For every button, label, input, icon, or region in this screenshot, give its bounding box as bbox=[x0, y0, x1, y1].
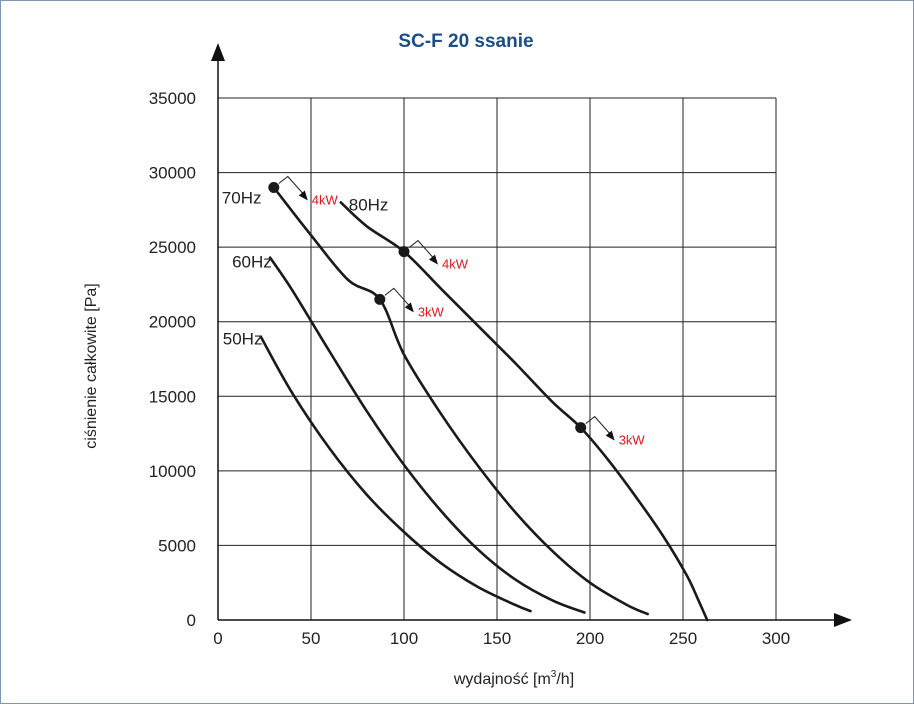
power-marker-3: 4kW bbox=[398, 239, 469, 272]
y-tick-labels: 0 5000 10000 15000 20000 25000 30000 35000 bbox=[149, 89, 196, 630]
x-tick-0: 0 bbox=[213, 629, 222, 648]
y-tick-15000: 15000 bbox=[149, 387, 196, 406]
y-tick-25000: 25000 bbox=[149, 238, 196, 257]
curve-label-70hz: 70Hz bbox=[222, 188, 262, 207]
power-marker-1: 4kW bbox=[268, 175, 339, 207]
y-tick-30000: 30000 bbox=[149, 164, 196, 183]
y-tick-5000: 5000 bbox=[158, 536, 196, 555]
x-axis-label: wydajność [m3/h] bbox=[453, 669, 574, 688]
x-axis-arrow bbox=[834, 613, 852, 627]
curve-50hz bbox=[259, 335, 532, 613]
y-tick-35000: 35000 bbox=[149, 89, 196, 108]
x-axis-label-main: wydajność [m bbox=[453, 671, 551, 688]
curve-80hz bbox=[339, 201, 709, 622]
curve-70hz bbox=[272, 186, 649, 616]
x-axis-label-tail: /h] bbox=[556, 671, 574, 688]
power-marker-4: 3kW bbox=[575, 415, 646, 448]
x-tick-50: 50 bbox=[302, 629, 321, 648]
x-tick-150: 150 bbox=[483, 629, 511, 648]
curve-label-80hz: 80Hz bbox=[349, 195, 389, 214]
curves bbox=[259, 186, 709, 622]
y-axis-label: ciśnienie całkowite [Pa] bbox=[83, 283, 100, 448]
y-tick-20000: 20000 bbox=[149, 313, 196, 332]
power-label: 4kW bbox=[312, 192, 339, 207]
x-tick-300: 300 bbox=[762, 629, 790, 648]
power-arrow-line bbox=[278, 175, 305, 195]
power-arrow-head bbox=[605, 430, 615, 441]
curve-label-60hz: 60Hz bbox=[232, 253, 272, 272]
power-arrow-head bbox=[298, 190, 308, 201]
curve-labels: 50Hz 60Hz 70Hz 80Hz bbox=[222, 188, 389, 348]
curve-label-50hz: 50Hz bbox=[223, 330, 263, 349]
power-marker-2: 3kW bbox=[374, 287, 445, 319]
operating-point-dot bbox=[374, 293, 386, 305]
power-markers: 4kW 3kW 4kW 3kW bbox=[268, 175, 646, 448]
x-axis-label-sup: 3 bbox=[551, 669, 557, 680]
power-arrow-head bbox=[404, 302, 414, 313]
operating-point-dot bbox=[398, 246, 410, 258]
x-tick-labels: 0 50 100 150 200 250 300 bbox=[213, 629, 790, 648]
axes bbox=[211, 43, 852, 627]
power-label: 3kW bbox=[418, 304, 445, 319]
operating-point-dot bbox=[575, 422, 587, 434]
x-tick-200: 200 bbox=[576, 629, 604, 648]
grid bbox=[218, 97, 777, 620]
power-arrow-line bbox=[585, 415, 612, 435]
power-arrow-head bbox=[429, 254, 438, 265]
y-tick-10000: 10000 bbox=[149, 462, 196, 481]
operating-point-dot bbox=[268, 181, 280, 193]
chart-title: SC-F 20 ssanie bbox=[398, 31, 533, 52]
x-tick-250: 250 bbox=[669, 629, 697, 648]
y-axis-arrow bbox=[211, 43, 225, 61]
power-arrow-line bbox=[408, 239, 435, 259]
curve-60hz bbox=[268, 256, 586, 614]
power-arrow-line bbox=[384, 287, 411, 307]
power-label: 4kW bbox=[442, 257, 469, 272]
x-tick-100: 100 bbox=[390, 629, 418, 648]
power-label: 3kW bbox=[619, 433, 646, 448]
y-tick-0: 0 bbox=[187, 611, 196, 630]
